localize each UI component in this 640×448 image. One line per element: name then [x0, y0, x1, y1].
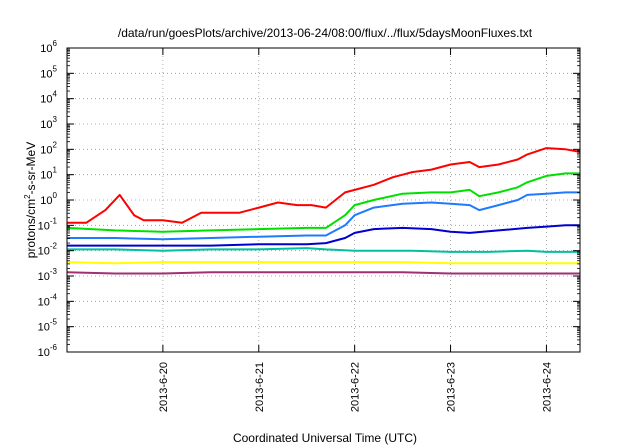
x-tick-label: 2013-6-24 [541, 362, 553, 412]
y-tick-label: 100 [40, 191, 57, 207]
x-tick-label: 2013-6-22 [350, 362, 362, 412]
y-tick-label: 10-4 [38, 292, 58, 308]
y-tick-label-exp: 6 [53, 39, 58, 48]
x-tick-label: 2013-6-20 [158, 362, 170, 412]
y-tick-label: 105 [40, 64, 57, 80]
x-tick-label: 2013-6-23 [446, 362, 458, 412]
y-tick-label-base: 10 [40, 43, 52, 55]
x-tick-label: 2013-6-21 [254, 362, 266, 412]
y-tick-label-base: 10 [40, 144, 52, 156]
y-tick-label-exp: 3 [53, 115, 58, 124]
y-tick-label: 10-2 [38, 242, 58, 258]
series-line-5 [67, 247, 580, 253]
series-line-4 [67, 224, 580, 247]
x-axis: 2013-6-20 2013-6-21 2013-6-22 2013-6-23 2013… [158, 48, 553, 412]
y-axis-label: protons/cm2-s-sr-MeV [23, 142, 38, 258]
y-tick-label-base: 10 [40, 170, 52, 182]
y-tick-label-base: 10 [40, 94, 52, 106]
series-line-6 [66, 261, 580, 265]
y-axis-label-sup: 2 [23, 194, 32, 199]
series-line-3 [67, 191, 580, 241]
y-tick-label-base: 10 [38, 296, 50, 308]
y-tick-label-base: 10 [40, 119, 52, 131]
y-tick-label-base: 10 [38, 246, 50, 258]
y-tick-label: 104 [40, 90, 57, 106]
y-tick-label-exp: -2 [50, 242, 58, 251]
y-tick-label-base: 10 [38, 220, 50, 232]
y-tick-label: 10-3 [38, 267, 58, 283]
y-tick-label-base: 10 [40, 68, 52, 80]
y-tick-label-exp: 4 [53, 90, 58, 99]
y-tick-label: 10-1 [38, 216, 58, 232]
y-tick-label-exp: -1 [50, 216, 58, 225]
y-tick-label: 101 [40, 166, 57, 182]
y-axis: 10-610-510-410-310-210-11001011021031041… [38, 39, 580, 359]
y-axis-label-rest: -s-sr-MeV [24, 142, 38, 195]
y-tick-label: 10-5 [38, 318, 58, 334]
y-tick-label: 103 [40, 115, 57, 131]
series-line-2 [66, 172, 580, 233]
y-tick-label: 102 [40, 140, 57, 156]
y-tick-label-exp: -6 [50, 343, 58, 352]
y-tick-label-exp: 1 [53, 166, 58, 175]
y-tick-label-base: 10 [38, 347, 50, 359]
y-tick-label: 10-6 [38, 343, 58, 359]
series-line-1 [67, 147, 581, 224]
y-tick-label-base: 10 [38, 271, 50, 283]
y-tick-label-exp: 0 [53, 191, 58, 200]
y-tick-label: 106 [40, 39, 57, 55]
y-tick-label-exp: 5 [53, 64, 58, 73]
y-axis-label-base: protons/cm [24, 199, 38, 258]
grid [67, 48, 580, 352]
y-tick-label-exp: -4 [50, 292, 58, 301]
y-tick-label-base: 10 [38, 322, 50, 334]
y-tick-label-exp: 2 [53, 140, 58, 149]
y-tick-label-base: 10 [40, 195, 52, 207]
series-line-7 [66, 271, 580, 275]
x-axis-label: Coordinated Universal Time (UTC) [233, 431, 417, 445]
series-lines [66, 147, 581, 275]
y-tick-label-exp: -5 [50, 318, 58, 327]
y-tick-label-exp: -3 [50, 267, 58, 276]
chart-title: /data/run/goesPlots/archive/2013-06-24/0… [118, 26, 533, 40]
